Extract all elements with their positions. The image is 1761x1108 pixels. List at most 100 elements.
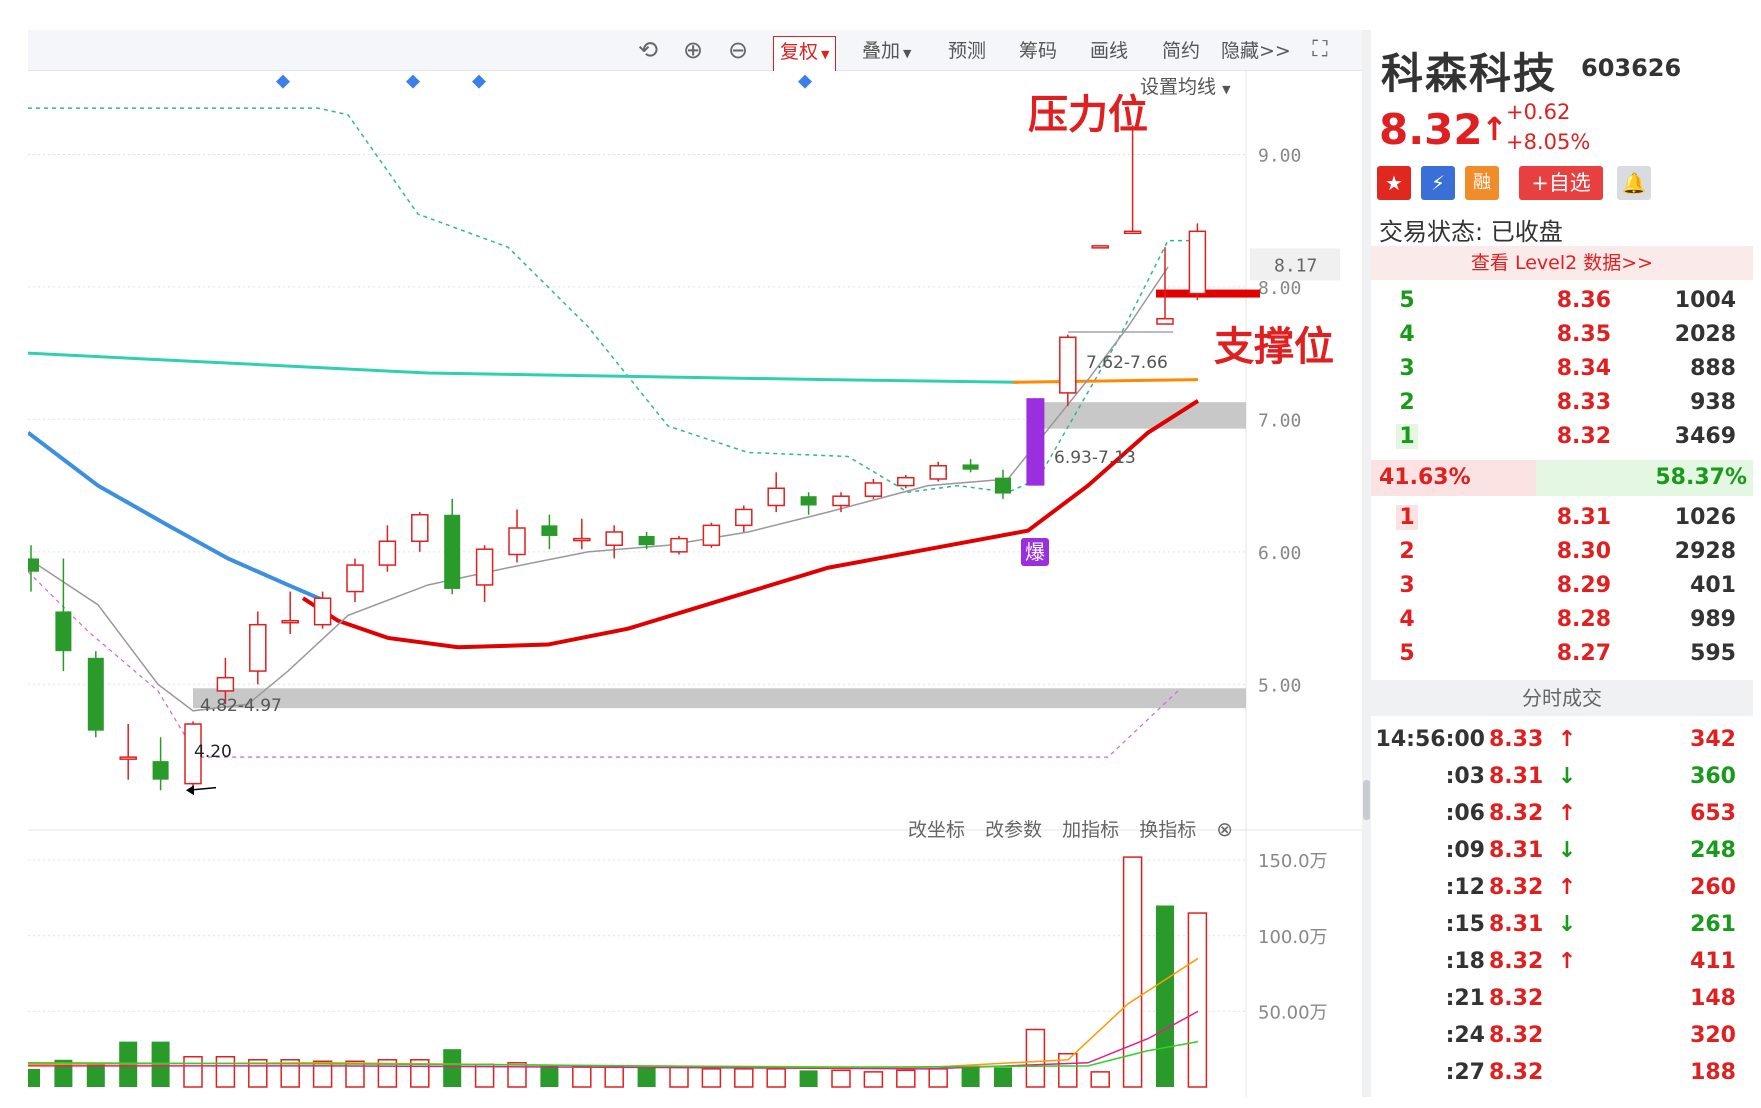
- bid-price: 8.30: [1556, 539, 1611, 564]
- volume-bar: [766, 1068, 786, 1088]
- undo-icon[interactable]: ⟲: [637, 36, 659, 64]
- volume-bar: [474, 1063, 495, 1088]
- chip-button[interactable]: 筹码: [1019, 40, 1058, 62]
- candle: [929, 461, 947, 482]
- level2-link[interactable]: 查看 Level2 数据>>: [1371, 246, 1753, 280]
- tick-volume: 653: [1690, 801, 1736, 826]
- ask-volume: 3469: [1674, 424, 1736, 449]
- tick-row: :24 8.32 320: [1371, 1023, 1753, 1057]
- caret-down-icon: ▼: [821, 48, 830, 61]
- ask-row: 1 8.32 3469: [1371, 424, 1753, 458]
- tick-volume: 248: [1690, 838, 1736, 863]
- switch-indicator-button[interactable]: 换指标: [1139, 819, 1197, 841]
- ask-price: 8.35: [1556, 322, 1611, 347]
- ticks-title: 分时成交: [1371, 680, 1753, 716]
- lightning-icon[interactable]: ⚡: [1421, 166, 1455, 200]
- candle-body: [87, 657, 104, 731]
- price-tick-label: 9.00: [1258, 145, 1301, 166]
- candle: [573, 518, 591, 550]
- signal-diamond: [276, 74, 290, 89]
- candle: [28, 545, 39, 592]
- candle: [702, 522, 721, 548]
- up-arrow-icon: ↑: [1557, 801, 1577, 826]
- zoom-in-icon[interactable]: ⊕: [682, 36, 704, 64]
- candle-body: [670, 537, 688, 553]
- pressure-label: 压力位: [1028, 92, 1148, 138]
- volume-tick-label: 50.00万: [1258, 1002, 1328, 1023]
- kline-chart-panel[interactable]: 9.00 8.00 7.00 6.00 5.00 8.17 150.0万 100.0万 50.0…: [28, 30, 1362, 1097]
- collapse-handle[interactable]: [1363, 780, 1370, 820]
- volume-bar: [896, 1069, 916, 1088]
- candle: [864, 478, 883, 499]
- sell-ratio: 58.37%: [1536, 460, 1753, 496]
- tick-row: :18 8.32 ↑ 411: [1371, 949, 1753, 983]
- up-arrow-icon: ↑: [1481, 110, 1508, 148]
- close-icon[interactable]: ⊗: [1216, 817, 1234, 841]
- change-params-button[interactable]: 改参数: [985, 819, 1043, 841]
- volume-bar: [1090, 1071, 1110, 1088]
- price-tick-label: 7.00: [1258, 410, 1301, 431]
- tick-price: 8.32: [1489, 1060, 1544, 1085]
- candle: [1123, 125, 1142, 235]
- tick-volume: 260: [1690, 875, 1736, 900]
- candle: [444, 498, 461, 595]
- ask-row: 3 8.34 888: [1371, 356, 1753, 390]
- candle: [670, 535, 688, 555]
- tick-row: :06 8.32 ↑ 653: [1371, 801, 1753, 835]
- change-axis-button[interactable]: 改坐标: [908, 819, 966, 841]
- candle-body: [313, 597, 332, 626]
- overlay-label: 叠加: [862, 40, 901, 62]
- draw-line-button[interactable]: 画线: [1090, 40, 1129, 62]
- fuquan-button[interactable]: 复权 ▼: [773, 36, 837, 71]
- ask-volume: 2028: [1674, 322, 1736, 347]
- volume-ma-orange: [28, 957, 1199, 1069]
- tick-row: :15 8.31 ↓ 261: [1371, 912, 1753, 946]
- candle-body: [475, 548, 494, 586]
- candle: [475, 545, 494, 603]
- tick-time: :03: [1445, 764, 1485, 789]
- tick-price: 8.32: [1489, 949, 1544, 974]
- volume-bar: [928, 1068, 948, 1088]
- tick-price: 8.32: [1489, 801, 1544, 826]
- add-watchlist-button[interactable]: +自选: [1519, 166, 1603, 200]
- bid-volume: 1026: [1674, 505, 1736, 530]
- indicator-menu: 改坐标 改参数 加指标 换指标 ⊗: [908, 815, 1247, 842]
- zoom-out-icon[interactable]: ⊖: [727, 36, 749, 64]
- bid-price: 8.31: [1556, 505, 1611, 530]
- low-point-label: 4.20: [194, 742, 232, 762]
- bid-row: 5 8.27 595: [1371, 641, 1753, 675]
- support-band-mid: [1033, 402, 1246, 429]
- forecast-button[interactable]: 预测: [948, 40, 987, 62]
- candle: [735, 505, 753, 532]
- ask-level: 2: [1399, 390, 1415, 415]
- ask-level: 5: [1399, 288, 1415, 313]
- quote-panel: 科森科技 603626 8.32 ↑ +0.62 +8.05% ★ ⚡ 融 +自…: [1371, 30, 1753, 1097]
- candle: [346, 558, 364, 603]
- ma-teal: [28, 351, 1019, 384]
- panel-divider[interactable]: [1362, 30, 1371, 1097]
- ma-setting-button[interactable]: 设置均线 ▼: [1140, 72, 1231, 99]
- candle-body: [541, 525, 558, 536]
- down-arrow-icon: ↓: [1557, 764, 1577, 789]
- kline-chart[interactable]: 9.00 8.00 7.00 6.00 5.00 8.17 150.0万 100.0万 50.0…: [28, 30, 1362, 1097]
- bid-price: 8.28: [1556, 607, 1611, 632]
- candle-body: [119, 756, 137, 760]
- bell-icon[interactable]: 🔔: [1617, 166, 1651, 200]
- up-arrow-icon: ↑: [1557, 727, 1577, 752]
- candle: [767, 472, 785, 513]
- stock-name: 科森科技: [1381, 49, 1558, 98]
- fullscreen-icon[interactable]: ⛶: [1312, 37, 1328, 62]
- candle-body: [216, 676, 235, 692]
- add-indicator-button[interactable]: 加指标: [1062, 819, 1120, 841]
- ask-volume: 888: [1690, 356, 1736, 381]
- candle: [1156, 247, 1174, 325]
- hide-button[interactable]: 隐藏>>: [1221, 40, 1291, 62]
- candle-body: [605, 531, 623, 546]
- overlay-button[interactable]: 叠加 ▼: [856, 36, 917, 66]
- tick-row: :09 8.31 ↓ 248: [1371, 838, 1753, 872]
- simple-mode-button[interactable]: 简约: [1162, 40, 1201, 62]
- tick-row: :27 8.32 188: [1371, 1060, 1753, 1094]
- candle: [508, 509, 526, 563]
- volume-bar: [994, 1067, 1012, 1087]
- volume-bar: [1122, 856, 1143, 1088]
